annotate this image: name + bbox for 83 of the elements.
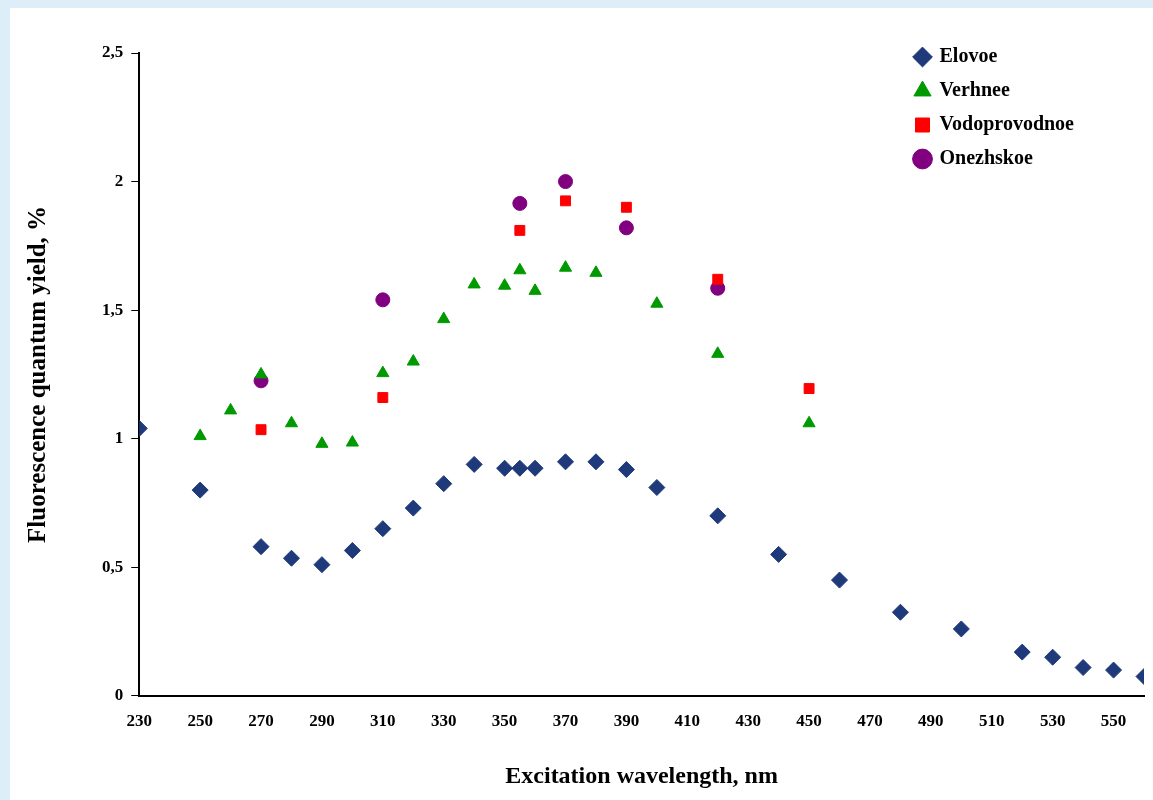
point	[803, 383, 815, 394]
point	[467, 276, 481, 289]
point	[1044, 648, 1062, 666]
x-tick-label: 310	[370, 711, 396, 731]
point	[406, 354, 420, 366]
point	[193, 428, 207, 441]
x-tick-label: 270	[248, 711, 274, 731]
point	[558, 260, 573, 272]
point	[376, 365, 390, 378]
x-tick-label: 390	[613, 711, 640, 731]
point	[831, 571, 849, 589]
point	[437, 311, 451, 324]
point	[618, 220, 634, 236]
x-tick-label: 430	[735, 711, 761, 731]
y-tick-label: 0,5	[102, 556, 124, 576]
point	[1105, 661, 1123, 679]
x-tick-label: 330	[430, 711, 457, 731]
point	[952, 620, 970, 638]
legend-label: Elovoe	[939, 44, 998, 67]
point	[313, 556, 331, 574]
x-tick-label: 410	[674, 711, 701, 731]
x-tick-label: 250	[187, 711, 213, 731]
point	[224, 402, 238, 415]
point	[1074, 659, 1092, 677]
x-tick-label: 350	[491, 711, 518, 731]
legend-label: Vodoprovodnoe	[939, 112, 1075, 136]
point	[345, 435, 359, 447]
point	[513, 262, 527, 275]
point	[617, 461, 635, 479]
y-tick-label: 1	[114, 428, 124, 448]
point	[620, 201, 632, 213]
point	[315, 436, 329, 448]
x-tick-label: 490	[918, 711, 944, 731]
point	[709, 507, 727, 525]
point	[284, 415, 299, 428]
point	[558, 174, 574, 190]
point	[404, 499, 422, 517]
legend-label: Onezhskoe	[939, 146, 1033, 169]
y-tick-label: 0	[114, 685, 124, 705]
point	[650, 296, 664, 308]
point	[511, 459, 529, 477]
point	[252, 538, 270, 556]
point	[560, 195, 571, 207]
point	[498, 278, 512, 290]
point	[514, 224, 526, 236]
point	[712, 273, 724, 285]
point	[528, 283, 542, 295]
point	[375, 292, 391, 308]
point	[557, 453, 575, 471]
x-tick-label: 450	[796, 711, 822, 731]
x-axis-title: Excitation wavelength, nm	[505, 761, 778, 788]
x-tick-label: 290	[309, 711, 335, 731]
point	[377, 392, 389, 403]
point	[589, 265, 603, 277]
x-tick-label: 550	[1100, 711, 1127, 731]
point	[512, 195, 528, 211]
y-tick-label: 1,5	[102, 299, 124, 319]
point	[587, 453, 605, 471]
point	[254, 366, 268, 379]
x-tick-label: 370	[552, 711, 579, 731]
point	[711, 346, 725, 358]
y-tick-label: 2,5	[102, 42, 124, 62]
point	[374, 520, 392, 538]
point	[648, 479, 666, 497]
point	[435, 475, 453, 493]
x-tick-label: 530	[1039, 711, 1066, 731]
point	[891, 603, 909, 621]
point	[191, 481, 209, 499]
point	[255, 424, 267, 436]
point	[526, 459, 544, 477]
point	[770, 545, 788, 563]
x-tick-label: 510	[979, 711, 1005, 731]
point	[1013, 643, 1031, 661]
x-tick-label: 470	[857, 711, 883, 731]
point	[802, 415, 816, 428]
point	[465, 455, 483, 473]
legend-label: Verhnee	[939, 78, 1010, 101]
y-tick-label: 2	[114, 170, 124, 190]
point	[496, 459, 514, 477]
point	[282, 549, 300, 567]
y-axis-title: Fluorescence quantum yield, %	[23, 205, 51, 543]
point	[343, 542, 361, 560]
x-tick-label: 230	[126, 711, 152, 731]
